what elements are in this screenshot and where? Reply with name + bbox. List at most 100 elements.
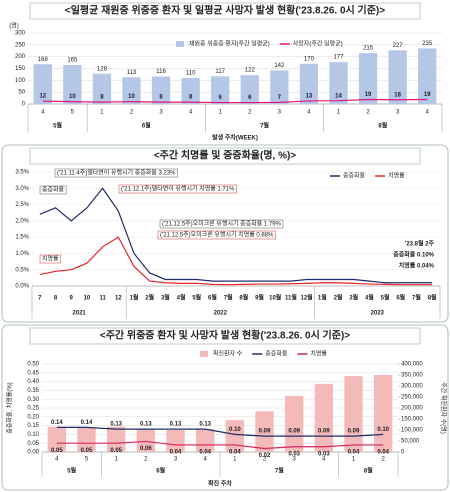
x-tick-label: 11 — [99, 296, 106, 302]
data-label: 0.05 — [110, 448, 122, 454]
annotation: '23.8월 2주 — [405, 240, 435, 248]
data-label: 0.05 — [81, 448, 93, 454]
bar — [299, 63, 319, 104]
title-box — [29, 327, 421, 345]
x-tick-label: 2 — [366, 110, 370, 116]
data-label: 0.09 — [318, 429, 330, 435]
x-tick-label: 4월 — [177, 294, 186, 302]
data-label: 0.13 — [110, 422, 122, 428]
data-label: 8 — [159, 95, 163, 101]
data-label: 113 — [127, 70, 137, 76]
y2-tick-label: 0 — [401, 450, 405, 456]
annotation: ('21.12.5주)오미크론 유행시기 중증화율 1.79% — [162, 220, 282, 228]
x-tick-label: 7월 — [224, 294, 233, 302]
x-group-label: 2022 — [214, 311, 228, 317]
data-label: 10 — [69, 94, 76, 100]
x-tick-label: 5 — [71, 110, 75, 116]
y-tick-label: 1.0% — [15, 251, 29, 257]
line — [39, 236, 433, 286]
x-tick-label: 1 — [352, 457, 356, 463]
x-tick-label: 1 — [337, 110, 341, 116]
bar — [47, 426, 67, 452]
line — [42, 98, 428, 104]
x-tick-label: 10월 — [269, 294, 282, 302]
y-tick-label: 1.5% — [15, 235, 29, 241]
data-label: 116 — [156, 69, 166, 75]
bar — [284, 395, 304, 452]
bar — [418, 48, 437, 104]
bar — [270, 70, 289, 104]
legend-label: 중증화율 — [343, 173, 366, 180]
x-tick-label: 12월 — [301, 294, 314, 302]
x-tick-label: 1 — [219, 110, 223, 116]
y-tick-label: 0.25 — [27, 406, 39, 412]
x-group-label: 8월 — [378, 122, 387, 130]
x-tick-label: 2 — [130, 110, 134, 116]
data-label: 0.09 — [259, 429, 271, 435]
data-label: 0.04 — [229, 450, 241, 456]
y2-tick-label: 400,000 — [401, 362, 423, 368]
y-tick-label: 0 — [22, 102, 26, 108]
bar — [225, 420, 245, 452]
y-tick-label: 0.20 — [27, 414, 39, 420]
x-tick-label: 5 — [85, 457, 89, 463]
x-group-label: 2023 — [371, 311, 385, 317]
y-tick-label: 0.00 — [27, 450, 39, 456]
x-tick-label: 3 — [292, 457, 296, 463]
data-label: 128 — [97, 66, 108, 72]
x-tick-label: 4 — [189, 110, 193, 116]
y2-axis-title: 주간 확진환자 수(명) — [439, 382, 447, 434]
y-tick-label: 0.45 — [27, 370, 39, 376]
y-tick-label: 3.0% — [15, 186, 29, 192]
x-tick-label: 11월 — [285, 294, 297, 302]
y-tick-label: 0.35 — [27, 388, 39, 394]
data-label: 110 — [186, 71, 196, 77]
bar — [240, 75, 259, 104]
x-tick-label: 5월 — [192, 294, 201, 302]
data-label: 142 — [274, 63, 285, 69]
panel — [1, 144, 449, 323]
y-tick-label: 0.40 — [27, 379, 39, 385]
y-tick-label: 0.10 — [27, 432, 39, 438]
bar — [211, 76, 230, 104]
data-label: 19 — [365, 92, 372, 98]
annotation-box — [159, 219, 284, 229]
y-tick-label: 200 — [15, 54, 26, 60]
x-tick-label: 2 — [263, 457, 267, 463]
x-tick-label: 2 — [381, 457, 385, 463]
data-label: 0.13 — [199, 422, 211, 428]
annotation-box — [39, 185, 67, 195]
annotation: 치명률 0.04% — [399, 262, 435, 270]
y-tick-label: 150 — [15, 66, 26, 72]
x-group-label: 2021 — [72, 311, 86, 317]
x-tick-label: 1월 — [318, 294, 327, 302]
annotation: 치명률 — [42, 255, 59, 263]
bar — [77, 427, 96, 452]
data-label: 6 — [219, 95, 223, 101]
x-tick-label: 5월 — [381, 294, 390, 302]
x-tick-label: 6월 — [396, 294, 405, 302]
y-tick-label: 0.0% — [15, 284, 29, 290]
y2-tick-label: 250,000 — [401, 395, 423, 401]
data-label: 177 — [333, 55, 344, 61]
y2-tick-label: 50,000 — [401, 439, 420, 445]
x-tick-label: 3 — [174, 457, 178, 463]
chart-title: <주간 치명률 및 중증화율(명, %)> — [154, 149, 296, 162]
x-group-label: 5월 — [67, 467, 76, 475]
x-group-label: 6월 — [142, 122, 151, 130]
bar — [358, 53, 378, 104]
x-tick-label: 2월 — [145, 294, 154, 302]
legend-swatch — [200, 351, 208, 357]
legend-label: 확진환자 수 — [213, 350, 243, 358]
y-tick-label: 250 — [15, 42, 26, 48]
x-tick-label: 2 — [248, 110, 252, 116]
x-tick-label: 8월 — [239, 294, 248, 302]
data-label: 0.02 — [259, 453, 271, 459]
x-tick-label: 4 — [307, 110, 311, 116]
x-tick-label: 3 — [159, 110, 163, 116]
panel — [1, 324, 449, 491]
data-label: 0.03 — [318, 451, 330, 457]
legend-label: 재원중 위중증 환자(주간 일평균) — [189, 40, 270, 48]
